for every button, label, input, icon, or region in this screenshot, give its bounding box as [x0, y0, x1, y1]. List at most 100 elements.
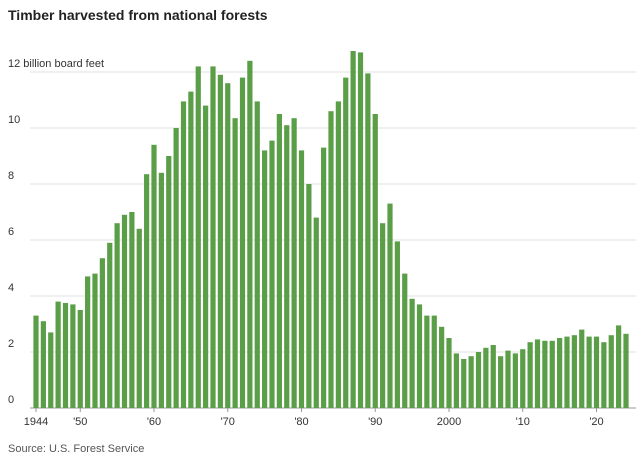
bar [232, 118, 238, 408]
bar [180, 101, 187, 409]
bar [512, 353, 518, 408]
bar [490, 345, 496, 408]
bar [239, 77, 246, 408]
bar [217, 74, 223, 409]
x-tick-label: '80 [294, 416, 308, 428]
bar [402, 273, 408, 408]
bar [129, 212, 135, 408]
bar [40, 321, 46, 408]
bar [505, 350, 511, 408]
bar [483, 347, 489, 408]
bar [77, 310, 83, 408]
bar [173, 128, 179, 408]
bar [254, 101, 260, 409]
bar [335, 101, 341, 409]
bar [557, 338, 563, 408]
bar [70, 304, 76, 408]
bar [136, 228, 142, 408]
bar [107, 242, 113, 408]
bar [48, 332, 54, 408]
bar [431, 315, 437, 408]
bar [328, 111, 334, 408]
x-tick-label: 2000 [437, 416, 461, 428]
bar [542, 340, 548, 408]
bar [144, 174, 150, 408]
x-tick-label: '50 [73, 416, 87, 428]
bar [549, 340, 555, 408]
source: Source: U.S. Forest Service [8, 443, 144, 455]
chart-title: Timber harvested from national forests [8, 7, 268, 23]
bar [394, 241, 400, 408]
x-tick-label: '20 [589, 416, 603, 428]
x-tick-label: '60 [147, 416, 161, 428]
bar [468, 356, 474, 408]
bar [387, 203, 393, 408]
bar [276, 114, 282, 408]
bar [99, 258, 105, 408]
bar [380, 223, 386, 408]
bar [475, 352, 482, 408]
bar [453, 353, 459, 408]
bar [225, 83, 231, 408]
bar [571, 335, 577, 408]
bar [446, 338, 452, 408]
y-tick-label: 6 [8, 226, 14, 238]
bar [298, 150, 305, 408]
bar [372, 114, 378, 408]
bar [313, 217, 319, 408]
bar [461, 359, 467, 408]
bar [579, 329, 585, 408]
bar [291, 118, 297, 408]
bar [158, 172, 164, 408]
bar [62, 303, 69, 408]
bar [593, 336, 600, 408]
y-tick-label: 12 billion board feet [8, 58, 104, 70]
bar [527, 342, 533, 408]
bar [623, 333, 629, 408]
bar [416, 304, 423, 408]
bar [586, 336, 592, 408]
bar [92, 273, 98, 408]
bar [262, 150, 268, 408]
bar [564, 336, 570, 408]
bar [55, 301, 61, 408]
y-tick-label: 4 [8, 282, 14, 294]
bar [343, 77, 349, 408]
bar [166, 156, 172, 408]
bar [439, 326, 445, 408]
bar [188, 91, 194, 408]
y-tick-label: 8 [8, 170, 14, 182]
bar [284, 125, 290, 408]
bar [210, 66, 216, 409]
bar [195, 66, 201, 409]
bar [534, 339, 541, 408]
bar [121, 214, 128, 408]
bar [33, 315, 39, 408]
bar [608, 335, 614, 408]
bar [85, 276, 91, 408]
y-tick-label: 0 [8, 394, 14, 406]
bar [350, 51, 356, 408]
bar [269, 140, 275, 408]
x-tick-label: '90 [368, 416, 382, 428]
bar [321, 147, 327, 408]
bar [409, 298, 415, 408]
bar [203, 105, 209, 408]
bar [306, 184, 312, 408]
bar [357, 52, 364, 409]
bar [616, 325, 622, 408]
y-tick-label: 10 [8, 114, 20, 126]
x-tick-label: 1944 [24, 416, 48, 428]
bar [498, 356, 504, 408]
bar [114, 223, 120, 408]
bar [520, 349, 526, 408]
bar [151, 144, 157, 409]
x-tick-label: '70 [221, 416, 235, 428]
bar [247, 60, 253, 409]
bar [365, 73, 371, 409]
x-tick-label: '10 [516, 416, 530, 428]
bar [424, 315, 430, 408]
bar [601, 342, 607, 408]
y-tick-label: 2 [8, 338, 14, 350]
